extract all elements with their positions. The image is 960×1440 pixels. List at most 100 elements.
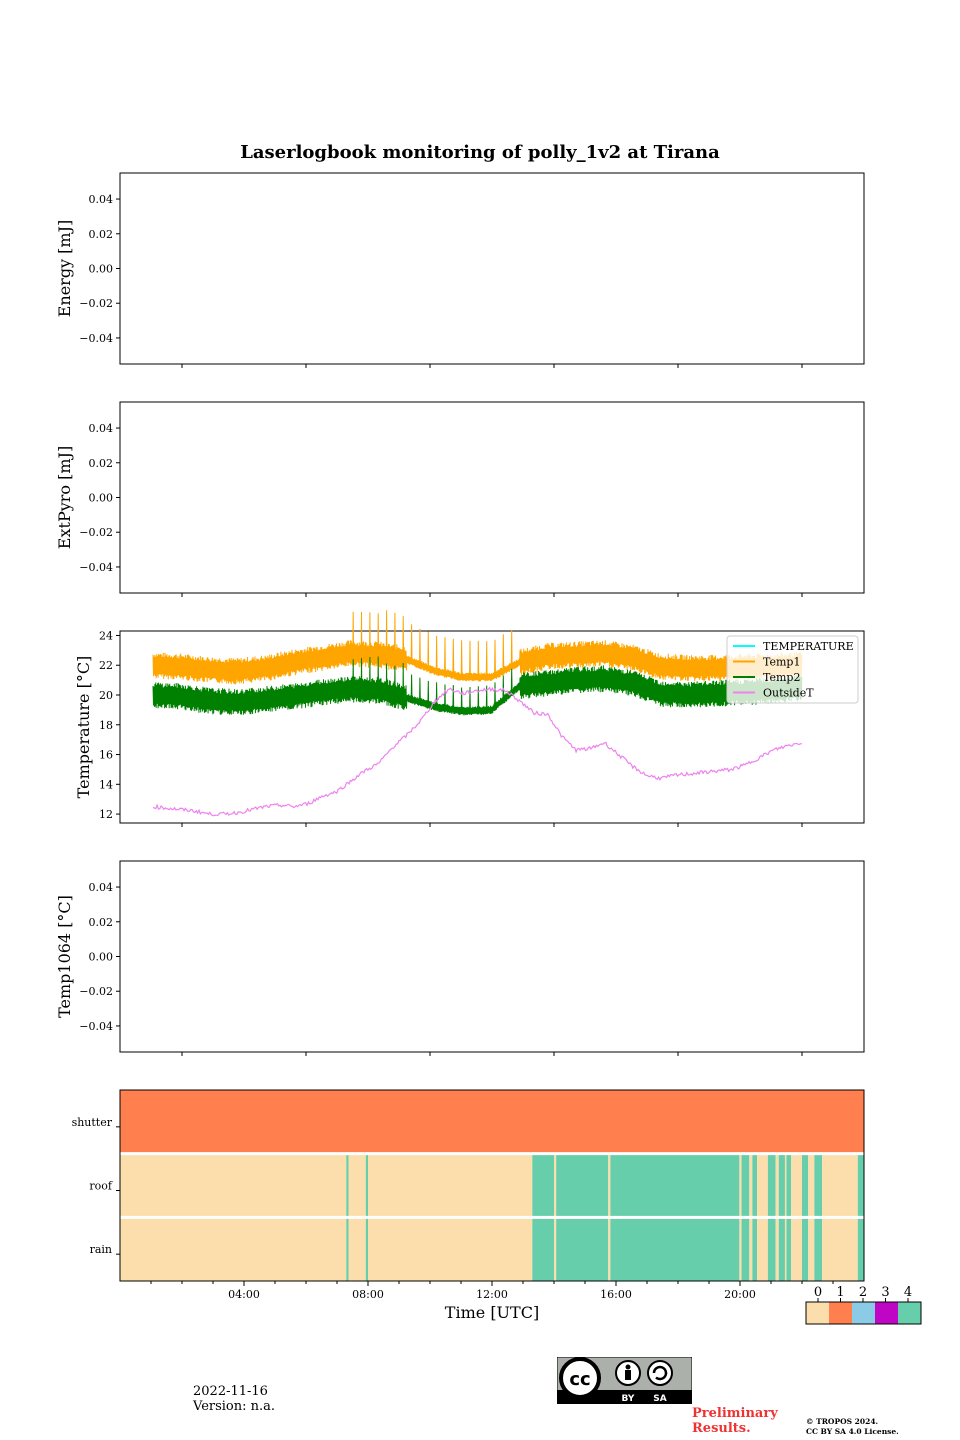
legend-label: Temp1 <box>763 656 800 669</box>
status-cell-rain <box>767 1217 776 1281</box>
status-cell-roof <box>120 1153 347 1218</box>
status-cell-rain <box>532 1217 554 1281</box>
colorbar-swatch <box>875 1302 898 1324</box>
status-cell-rain <box>775 1217 779 1281</box>
status-cell-rain <box>814 1217 823 1281</box>
extpyro-ytick-label: −0.04 <box>79 561 113 574</box>
status-cell-rain <box>808 1217 815 1281</box>
status-cell-rain <box>752 1217 758 1281</box>
energy-ytick-label: 0.00 <box>89 263 114 276</box>
temp1064-ytick-label: 0.02 <box>89 916 114 929</box>
x-tick-label: 04:00 <box>228 1288 260 1301</box>
energy-ytick-label: 0.02 <box>89 228 114 241</box>
colorbar-swatch <box>829 1302 852 1324</box>
colorbar-swatch <box>806 1302 829 1324</box>
extpyro-ylabel: ExtPyro [mJ] <box>55 446 74 549</box>
status-panel: shutter roof rain 04:00 08:00 12:00 16:00 20:00 <box>72 1089 865 1301</box>
badge-by-label: BY <box>622 1394 635 1404</box>
status-cell-roof <box>814 1153 823 1218</box>
colorbar-tick-label: 4 <box>904 1285 912 1300</box>
status-cell-rain <box>610 1217 740 1281</box>
extpyro-ytick-label: 0.00 <box>89 492 114 505</box>
status-cell-roof <box>749 1153 753 1218</box>
status-row-label: rain <box>90 1243 112 1256</box>
status-cell-roof <box>348 1153 366 1218</box>
status-cell-roof <box>802 1153 809 1218</box>
status-cell-rain <box>608 1217 611 1281</box>
extpyro-panel: 0.04 0.02 0.00 −0.02 −0.04 ExtPyro [mJ] <box>55 401 865 597</box>
status-cell-rain <box>784 1217 787 1281</box>
temp1064-ytick-label: −0.02 <box>79 985 113 998</box>
status-cell-roof <box>857 1153 864 1218</box>
temp1064-ytick-label: 0.04 <box>89 881 114 894</box>
status-cell-shutter <box>120 1090 864 1154</box>
status-cell-roof <box>775 1153 779 1218</box>
status-row-label: roof <box>89 1180 113 1193</box>
temperature-ytick-label: 18 <box>99 719 113 732</box>
energy-ytick-label: −0.02 <box>79 297 113 310</box>
legend-label: Temp2 <box>763 671 800 684</box>
temperature-ytick-label: 16 <box>99 749 113 762</box>
temperature-ytick-label: 24 <box>99 629 113 642</box>
status-cell-roof <box>757 1153 768 1218</box>
status-cell-roof <box>808 1153 815 1218</box>
status-cell-roof <box>346 1153 349 1218</box>
x-axis-label: Time [UTC] <box>445 1303 539 1322</box>
status-cell-roof <box>532 1153 554 1218</box>
energy-frame <box>119 172 865 365</box>
status-cell-roof <box>739 1153 742 1218</box>
temp1064-frame <box>119 860 865 1053</box>
status-cell-rain <box>778 1217 785 1281</box>
x-tick-label: 20:00 <box>724 1288 756 1301</box>
preliminary-line-2: Results. <box>692 1421 751 1436</box>
badge-sa-label: SA <box>653 1394 666 1404</box>
colorbar-tick-label: 2 <box>859 1285 867 1300</box>
temp1064-ytick-label: 0.00 <box>89 951 114 964</box>
temp1064-panel: 0.04 0.02 0.00 −0.02 −0.04 Temp1064 [°C] <box>55 860 865 1056</box>
status-cell-rain <box>741 1217 750 1281</box>
status-cell-rain <box>365 1217 368 1281</box>
temperature-ytick-label: 14 <box>99 778 113 791</box>
status-cell-roof <box>822 1153 858 1218</box>
status-cell-rain <box>346 1217 349 1281</box>
cc-icon <box>559 1357 601 1399</box>
status-row-label: shutter <box>72 1116 113 1129</box>
status-cell-rain <box>554 1217 557 1281</box>
x-tick-label: 12:00 <box>476 1288 508 1301</box>
status-cell-roof <box>608 1153 611 1218</box>
colorbar-tick-label: 3 <box>881 1285 889 1300</box>
extpyro-ytick-label: −0.02 <box>79 526 113 539</box>
x-tick-label: 16:00 <box>600 1288 632 1301</box>
legend-label: OutsideT <box>763 687 814 700</box>
status-cell-roof <box>610 1153 740 1218</box>
status-cell-roof <box>554 1153 557 1218</box>
temperature-ytick-label: 12 <box>99 808 113 821</box>
x-tick-label: 08:00 <box>352 1288 384 1301</box>
status-cell-rain <box>120 1217 347 1281</box>
status-cell-roof <box>741 1153 750 1218</box>
series-line-temp1 <box>152 610 803 685</box>
status-cell-roof <box>791 1153 802 1218</box>
energy-ytick-label: 0.04 <box>89 193 114 206</box>
status-cell-roof <box>556 1153 609 1218</box>
colorbar-tick-label: 0 <box>814 1285 822 1300</box>
cc-license-badge: cc BY SA <box>557 1357 692 1404</box>
series-line-outsidet <box>152 686 802 817</box>
copyright-note: © TROPOS 2024. CC BY SA 4.0 License. <box>806 1417 899 1437</box>
temperature-ylabel: Temperature [°C] <box>74 656 93 799</box>
date-label: 2022-11-16 <box>193 1384 268 1399</box>
temp1064-ytick-label: −0.04 <box>79 1020 113 1033</box>
energy-ytick-label: −0.04 <box>79 332 113 345</box>
copyright-line-1: © TROPOS 2024. <box>806 1417 879 1426</box>
panels-group: 0.04 0.02 0.00 −0.02 −0.04 Energy [mJ] 0.04 0.0… <box>55 172 865 1301</box>
status-cell-rain <box>348 1217 366 1281</box>
colorbar-swatch <box>898 1302 921 1324</box>
status-cell-roof <box>786 1153 792 1218</box>
series-line-temp2 <box>152 656 803 716</box>
colorbar-tick-label: 1 <box>836 1285 844 1300</box>
status-cell-roof <box>368 1153 533 1218</box>
energy-ylabel: Energy [mJ] <box>55 220 74 318</box>
legend-frame <box>726 635 859 704</box>
status-cell-rain <box>749 1217 753 1281</box>
